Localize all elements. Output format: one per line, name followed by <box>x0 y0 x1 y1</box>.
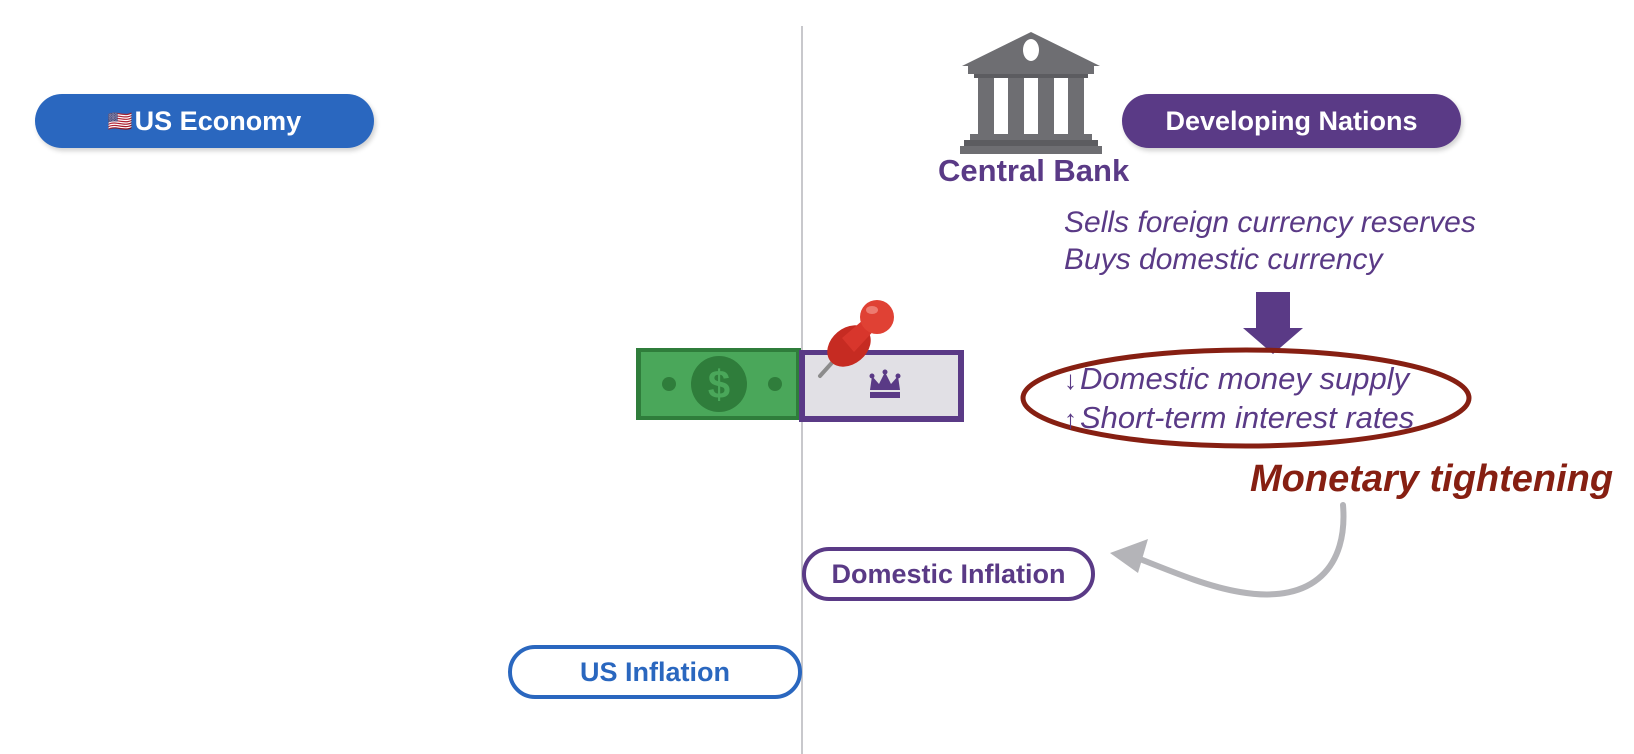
action-buy-domestic: Buys domestic currency <box>1064 243 1383 276</box>
monetary-tightening-label: Monetary tightening <box>1250 458 1614 500</box>
us-inflation-pill: US Inflation <box>508 645 802 699</box>
us-economy-label: US Economy <box>134 105 302 136</box>
pushpin-icon <box>818 300 894 378</box>
developing-nations-pill: Developing Nations <box>1122 94 1461 148</box>
us-flag-icon: 🇺🇸 <box>107 110 133 133</box>
domestic-inflation-pill: Domestic Inflation <box>802 547 1095 601</box>
dollar-bill-icon: $ <box>636 348 801 420</box>
us-inflation-label: US Inflation <box>580 656 730 687</box>
currency-peg-illustration: $ <box>636 300 964 422</box>
down-arrow-small-icon: ↓ <box>1064 365 1077 395</box>
central-bank-label: Central Bank <box>938 153 1130 188</box>
central-bank-actions: Sells foreign currency reserves Buys dom… <box>1064 204 1476 278</box>
developing-nations-label: Developing Nations <box>1165 105 1418 136</box>
down-arrow-icon <box>1243 292 1303 354</box>
effect-money-supply: ↓Domestic money supply <box>1064 361 1410 396</box>
svg-text:$: $ <box>708 363 730 407</box>
domestic-currency-bill-icon <box>799 350 964 422</box>
action-sell-reserves: Sells foreign currency reserves <box>1064 206 1476 239</box>
curved-arrow-icon <box>1110 502 1347 598</box>
effect-interest-rates: ↑Short-term interest rates <box>1064 400 1415 435</box>
us-economy-pill: 🇺🇸 US Economy <box>35 94 374 148</box>
effects-highlight-ellipse <box>1020 347 1472 449</box>
domestic-inflation-label: Domestic Inflation <box>831 558 1066 589</box>
bank-building-icon <box>960 32 1102 154</box>
up-arrow-small-icon: ↑ <box>1064 404 1077 434</box>
monetary-effects: ↓Domestic money supply ↑Short-term inter… <box>1064 360 1414 438</box>
